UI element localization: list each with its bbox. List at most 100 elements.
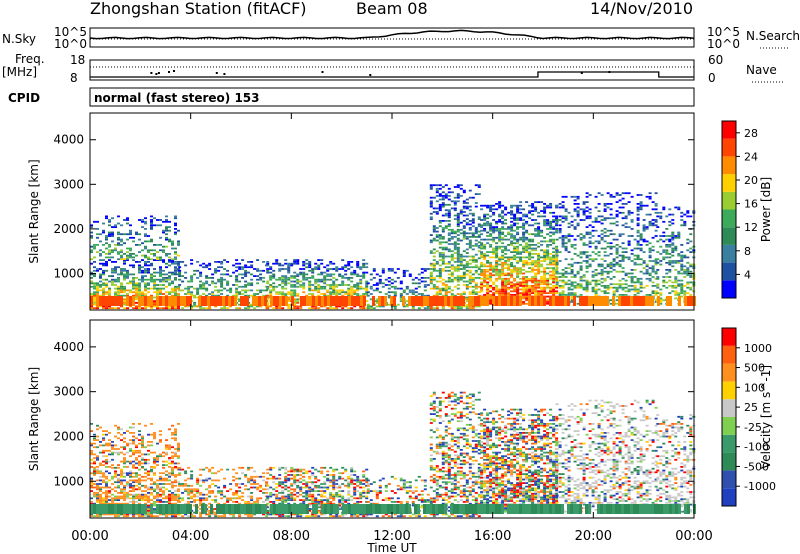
echo-cell (141, 259, 144, 261)
echo-cell (552, 281, 556, 284)
echo-cell (174, 285, 177, 288)
echo-cell (144, 296, 147, 306)
echo-cell (432, 184, 436, 187)
echo-cell (489, 272, 493, 275)
echo-cell (522, 276, 526, 278)
echo-cell (153, 249, 156, 252)
echo-cell (196, 287, 200, 290)
echo-cell (537, 245, 541, 248)
echo-cell (90, 449, 93, 452)
echo-cell (96, 515, 99, 518)
echo-cell (543, 292, 547, 294)
echo-cell (347, 293, 351, 295)
echo-cell (456, 239, 460, 242)
echo-cell (525, 244, 529, 246)
echo-cell (168, 291, 171, 294)
echo-cell (642, 219, 646, 221)
echo-cell (456, 266, 460, 269)
echo-cell (284, 294, 288, 297)
echo-cell (471, 255, 475, 258)
echo-cell (492, 256, 496, 259)
echo-cell (132, 253, 135, 255)
echo-cell (534, 286, 538, 289)
echo-cell (459, 232, 463, 235)
echo-cell (507, 274, 511, 277)
echo-cell (220, 277, 224, 279)
echo-cell (117, 466, 120, 469)
echo-cell (159, 477, 162, 480)
echo-cell (117, 278, 120, 281)
echo-cell (235, 284, 239, 286)
echo-cell (244, 280, 248, 283)
echo-cell (489, 263, 493, 266)
echo-cell (489, 245, 493, 248)
echo-cell (93, 302, 96, 304)
echo-cell (150, 258, 153, 261)
freq-tick-top: 18 (70, 53, 85, 67)
echo-cell (612, 283, 616, 286)
echo-cell (636, 292, 640, 294)
echo-cell (429, 203, 433, 206)
echo-cell (546, 254, 550, 257)
echo-cell (525, 295, 529, 298)
echo-cell (501, 210, 505, 212)
echo-cell (597, 296, 600, 306)
echo-cell (570, 244, 574, 246)
echo-cell (680, 263, 684, 266)
echo-cell (600, 222, 604, 225)
echo-cell (465, 266, 469, 269)
echo-cell (144, 264, 147, 267)
echo-cell (235, 266, 239, 269)
echo-cell (552, 233, 556, 236)
echo-cell (275, 278, 279, 281)
echo-cell (129, 231, 132, 234)
echo-cell (456, 228, 460, 231)
echo-cell (441, 246, 445, 249)
echo-cell (465, 255, 469, 258)
echo-cell (126, 247, 129, 250)
echo-cell (456, 223, 460, 226)
echo-cell (347, 268, 351, 270)
echo-cell (627, 235, 631, 237)
echo-cell (96, 296, 99, 306)
echo-cell (474, 205, 478, 208)
echo-cell (426, 268, 430, 270)
echo-cell (579, 265, 583, 268)
echo-cell (687, 296, 690, 306)
echo-cell (659, 260, 663, 262)
echo-cell (366, 294, 370, 297)
echo-cell (513, 224, 517, 227)
echo-cell (266, 298, 270, 301)
echo-cell (668, 276, 672, 278)
echo-cell (501, 236, 505, 239)
echo-cell (594, 274, 598, 277)
echo-cell (429, 262, 433, 265)
echo-cell (111, 256, 114, 259)
echo-cell (199, 305, 203, 308)
echo-cell (585, 261, 589, 264)
echo-cell (102, 499, 105, 501)
echo-cell (480, 290, 484, 293)
echo-cell (546, 244, 550, 246)
echo-cell (489, 251, 493, 253)
echo-cell (489, 215, 493, 218)
echo-cell (153, 268, 156, 270)
echo-cell (549, 276, 553, 278)
echo-cell (456, 243, 460, 245)
echo-cell (276, 296, 279, 306)
echo-cell (284, 287, 288, 290)
echo-cell (618, 211, 622, 214)
echo-cell (362, 275, 366, 277)
echo-cell (636, 213, 640, 216)
echo-cell (477, 223, 481, 226)
echo-cell (453, 232, 457, 235)
echo-cell (444, 209, 448, 212)
echo-cell (441, 307, 445, 310)
echo-cell (489, 279, 493, 282)
echo-cell (654, 294, 658, 296)
echo-cell (272, 275, 276, 277)
echo-cell (665, 215, 669, 218)
echo-cell (314, 262, 318, 265)
echo-cell (165, 277, 168, 279)
echo-cell (468, 266, 472, 269)
